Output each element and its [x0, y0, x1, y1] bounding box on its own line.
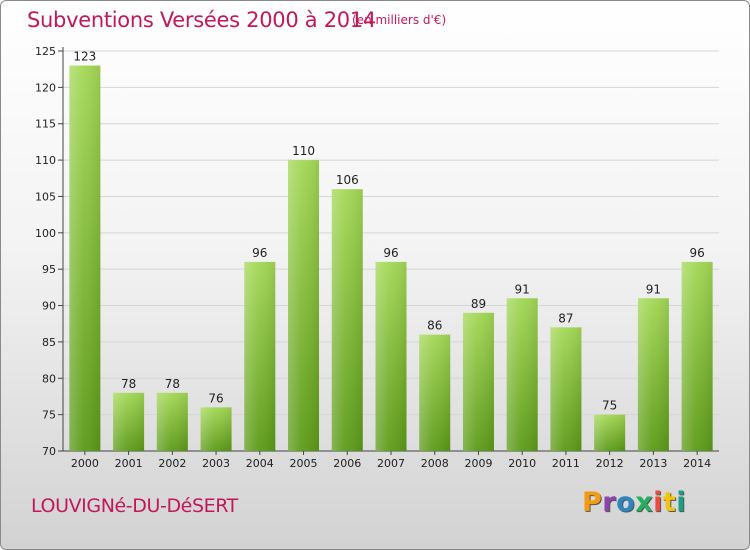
- x-tick-label-2010: 2010: [508, 457, 536, 470]
- value-label-2004: 96: [252, 246, 267, 260]
- x-tick-label-2002: 2002: [158, 457, 186, 470]
- x-tick-label-2012: 2012: [596, 457, 624, 470]
- bar-shine-2007: [375, 261, 407, 451]
- x-tick-label-2014: 2014: [683, 457, 711, 470]
- value-label-2012: 75: [602, 399, 617, 413]
- value-label-2014: 96: [689, 246, 704, 260]
- chart-title: Subventions Versées 2000 à 2014: [27, 8, 376, 32]
- x-tick-label-2007: 2007: [377, 457, 405, 470]
- x-tick-label-2013: 2013: [639, 457, 667, 470]
- value-label-2000: 123: [73, 50, 96, 64]
- bar-shine-2003: [200, 407, 232, 451]
- y-tick-label: 110: [35, 154, 56, 167]
- logo-letter: o: [616, 487, 636, 518]
- logo-letter: t: [662, 487, 677, 518]
- y-tick-label: 75: [42, 409, 56, 422]
- value-label-2007: 96: [383, 246, 398, 260]
- logo-letter: r: [602, 487, 617, 518]
- value-label-2003: 76: [208, 391, 223, 405]
- x-tick-label-2005: 2005: [290, 457, 318, 470]
- proxiti-logo: Proxiti: [582, 487, 686, 518]
- x-tick-label-2004: 2004: [246, 457, 274, 470]
- bar-shine-2004: [244, 261, 276, 451]
- bar-shine-2006: [331, 189, 363, 451]
- x-tick-label-2006: 2006: [333, 457, 361, 470]
- bar-shine-2005: [288, 160, 320, 451]
- x-tick-label-2011: 2011: [552, 457, 580, 470]
- value-label-2010: 91: [515, 282, 530, 296]
- value-label-2005: 110: [292, 144, 315, 158]
- commune-name: LOUVIGNé-DU-DéSERT: [31, 495, 238, 517]
- y-tick-label: 125: [35, 45, 56, 58]
- bar-shine-2009: [462, 312, 494, 451]
- value-label-2009: 89: [471, 297, 486, 311]
- bar-shine-2002: [156, 392, 188, 451]
- bar-shine-2011: [550, 327, 582, 451]
- x-tick-label-2000: 2000: [71, 457, 99, 470]
- logo-letter: i: [653, 487, 663, 518]
- bars: [69, 65, 713, 451]
- y-tick-label: 70: [42, 445, 56, 458]
- bar-shine-2000: [69, 65, 101, 451]
- logo-letter: i: [676, 487, 687, 518]
- y-tick-label: 95: [42, 263, 56, 276]
- value-label-2006: 106: [336, 173, 359, 187]
- bar-shine-2001: [113, 392, 145, 451]
- bar-shine-2012: [594, 414, 626, 451]
- value-label-2008: 86: [427, 319, 442, 333]
- logo-letter: x: [635, 487, 654, 518]
- logo-letter: P: [582, 487, 603, 518]
- y-tick-label: 85: [42, 336, 56, 349]
- y-tick-label: 80: [42, 372, 56, 385]
- y-tick-label: 115: [35, 118, 56, 131]
- unit-note: (en milliers d'€): [352, 13, 447, 27]
- value-label-2001: 78: [121, 377, 136, 391]
- x-tick-label-2001: 2001: [115, 457, 143, 470]
- bar-shine-2014: [681, 261, 713, 451]
- x-tick-label-2008: 2008: [421, 457, 449, 470]
- bar-shine-2010: [506, 298, 538, 451]
- value-label-2002: 78: [165, 377, 180, 391]
- y-tick-label: 105: [35, 190, 56, 203]
- y-tick-label: 90: [42, 300, 56, 313]
- labels: 70 75 80 85 90 95 100 105 110 115 120 125 123 2000 78 2…: [35, 45, 711, 470]
- x-tick-label-2009: 2009: [464, 457, 492, 470]
- x-tick-label-2003: 2003: [202, 457, 230, 470]
- value-label-2013: 91: [646, 282, 661, 296]
- value-label-2011: 87: [558, 311, 573, 325]
- bar-shine-2008: [419, 334, 451, 451]
- bar-shine-2013: [637, 298, 669, 451]
- y-tick-label: 120: [35, 81, 56, 94]
- y-tick-label: 100: [35, 227, 56, 240]
